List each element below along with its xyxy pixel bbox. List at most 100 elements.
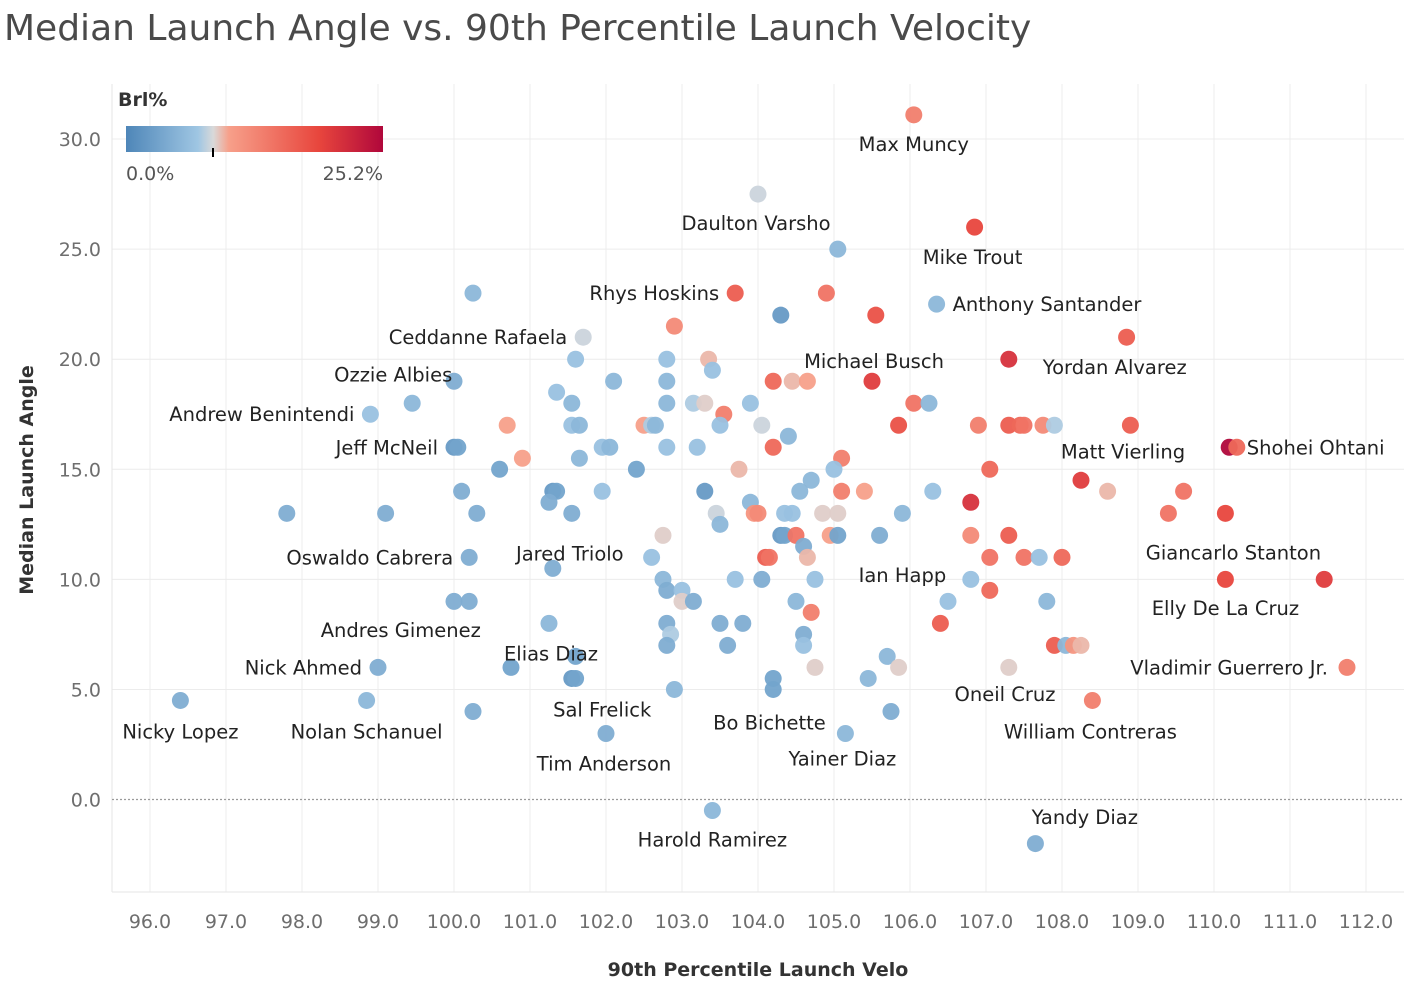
data-point[interactable] xyxy=(658,581,676,599)
data-point[interactable] xyxy=(749,185,767,203)
data-point[interactable] xyxy=(802,603,820,621)
data-point[interactable] xyxy=(646,416,664,434)
data-point[interactable] xyxy=(498,416,516,434)
data-point[interactable] xyxy=(920,394,938,412)
data-point[interactable] xyxy=(806,658,824,676)
data-point[interactable] xyxy=(513,449,531,467)
data-point[interactable] xyxy=(1083,691,1101,709)
data-point[interactable] xyxy=(643,548,661,566)
data-point[interactable] xyxy=(939,592,957,610)
data-point[interactable] xyxy=(449,438,467,456)
data-point[interactable] xyxy=(1038,592,1056,610)
data-point[interactable] xyxy=(863,372,881,390)
data-point[interactable] xyxy=(734,614,752,632)
data-point[interactable] xyxy=(445,372,463,390)
data-point[interactable] xyxy=(962,570,980,588)
data-point[interactable] xyxy=(377,504,395,522)
data-point[interactable] xyxy=(1072,636,1090,654)
data-point[interactable] xyxy=(703,361,721,379)
data-point[interactable] xyxy=(540,493,558,511)
data-point[interactable] xyxy=(1072,471,1090,489)
data-point[interactable] xyxy=(1228,438,1246,456)
data-point[interactable] xyxy=(833,482,851,500)
data-point[interactable] xyxy=(817,284,835,302)
data-point[interactable] xyxy=(753,570,771,588)
data-point[interactable] xyxy=(658,636,676,654)
data-point[interactable] xyxy=(464,284,482,302)
data-point[interactable] xyxy=(806,570,824,588)
data-point[interactable] xyxy=(928,295,946,313)
data-point[interactable] xyxy=(1121,416,1139,434)
data-point[interactable] xyxy=(570,449,588,467)
data-point[interactable] xyxy=(544,559,562,577)
data-point[interactable] xyxy=(802,471,820,489)
data-point[interactable] xyxy=(1000,658,1018,676)
data-point[interactable] xyxy=(878,647,896,665)
data-point[interactable] xyxy=(962,493,980,511)
data-point[interactable] xyxy=(654,526,672,544)
data-point[interactable] xyxy=(711,515,729,533)
data-point[interactable] xyxy=(1099,482,1117,500)
data-point[interactable] xyxy=(749,504,767,522)
data-point[interactable] xyxy=(1118,328,1136,346)
data-point[interactable] xyxy=(882,702,900,720)
data-point[interactable] xyxy=(783,504,801,522)
data-point[interactable] xyxy=(567,647,585,665)
data-point[interactable] xyxy=(445,592,463,610)
data-point[interactable] xyxy=(711,614,729,632)
data-point[interactable] xyxy=(1175,482,1193,500)
data-point[interactable] xyxy=(764,372,782,390)
data-point[interactable] xyxy=(278,504,296,522)
data-point[interactable] xyxy=(726,284,744,302)
data-point[interactable] xyxy=(665,317,683,335)
data-point[interactable] xyxy=(981,581,999,599)
data-point[interactable] xyxy=(665,680,683,698)
data-point[interactable] xyxy=(1045,416,1063,434)
data-point[interactable] xyxy=(688,438,706,456)
data-point[interactable] xyxy=(563,504,581,522)
data-point[interactable] xyxy=(1000,526,1018,544)
data-point[interactable] xyxy=(1015,416,1033,434)
data-point[interactable] xyxy=(570,416,588,434)
data-point[interactable] xyxy=(464,702,482,720)
data-point[interactable] xyxy=(779,427,797,445)
data-point[interactable] xyxy=(814,504,832,522)
data-point[interactable] xyxy=(171,691,189,709)
data-point[interactable] xyxy=(491,460,509,478)
data-point[interactable] xyxy=(502,658,520,676)
data-point[interactable] xyxy=(605,372,623,390)
data-point[interactable] xyxy=(361,405,379,423)
data-point[interactable] xyxy=(825,460,843,478)
data-point[interactable] xyxy=(772,306,790,324)
data-point[interactable] xyxy=(962,526,980,544)
data-point[interactable] xyxy=(867,306,885,324)
data-point[interactable] xyxy=(890,416,908,434)
data-point[interactable] xyxy=(1015,548,1033,566)
data-point[interactable] xyxy=(1315,570,1333,588)
data-point[interactable] xyxy=(597,724,615,742)
data-point[interactable] xyxy=(969,416,987,434)
data-point[interactable] xyxy=(696,394,714,412)
data-point[interactable] xyxy=(567,669,585,687)
data-point[interactable] xyxy=(829,504,847,522)
data-point[interactable] xyxy=(574,328,592,346)
data-point[interactable] xyxy=(726,570,744,588)
data-point[interactable] xyxy=(1000,350,1018,368)
data-point[interactable] xyxy=(696,482,714,500)
data-point[interactable] xyxy=(453,482,471,500)
data-point[interactable] xyxy=(627,460,645,478)
data-point[interactable] xyxy=(764,680,782,698)
data-point[interactable] xyxy=(760,548,778,566)
data-point[interactable] xyxy=(924,482,942,500)
data-point[interactable] xyxy=(798,372,816,390)
data-point[interactable] xyxy=(460,548,478,566)
data-point[interactable] xyxy=(563,394,581,412)
data-point[interactable] xyxy=(1053,548,1071,566)
data-point[interactable] xyxy=(859,669,877,687)
data-point[interactable] xyxy=(403,394,421,412)
data-point[interactable] xyxy=(730,460,748,478)
data-point[interactable] xyxy=(601,438,619,456)
data-point[interactable] xyxy=(905,106,923,124)
data-point[interactable] xyxy=(1216,504,1234,522)
data-point[interactable] xyxy=(893,504,911,522)
